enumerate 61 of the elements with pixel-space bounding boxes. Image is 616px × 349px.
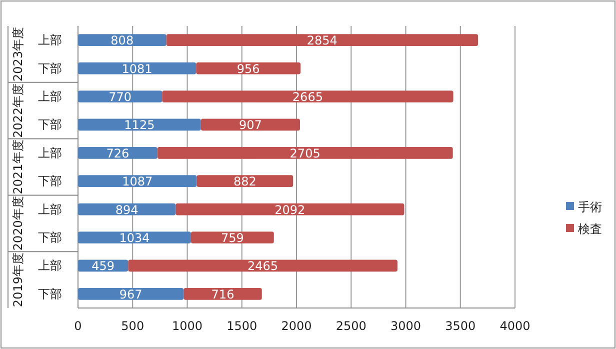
x-tick-label: 3500 [445,319,476,333]
data-label: 967 [119,287,142,302]
data-label: 956 [236,62,260,76]
data-label: 1125 [124,118,155,132]
data-label: 2705 [290,146,320,160]
x-tick-label: 2000 [281,319,312,333]
text: 2021年度 [11,140,25,194]
text: 2023年度 [11,26,25,82]
bar [128,260,398,272]
bar [196,175,294,188]
bar [78,34,166,46]
data-label: 2092 [274,202,306,217]
y-tick-label: 上部 [38,33,62,48]
data-label: 1034 [119,231,150,245]
bar [184,288,262,300]
bar [78,146,158,159]
bar [166,34,478,46]
bar [78,175,197,188]
text: 2019年度 [11,252,25,308]
data-label: 2854 [306,34,338,48]
bar [78,90,162,102]
x-tick-label: 3000 [390,319,422,333]
data-label: 1081 [122,62,152,76]
bar [162,90,454,102]
y-tick-label: 下部 [38,118,62,132]
x-tick-label: 1500 [226,319,258,333]
bar [176,203,404,216]
bar [78,232,191,244]
x-tick-label: 500 [121,319,144,333]
bar [78,288,184,300]
y-tick-label: 上部 [38,202,62,216]
x-tick-label: 1000 [172,319,203,333]
data-label: 716 [211,287,234,302]
text: 2022年度 [11,83,25,138]
data-label: 459 [92,259,115,274]
bar [190,232,274,244]
y-tick-label: 上部 [38,90,62,104]
y-tick-label: 下部 [38,230,62,244]
text: 2020年度 [11,196,25,251]
y-tick-label: 下部 [38,174,62,188]
bar [78,118,201,131]
data-label: 2665 [292,90,323,104]
y-tick-label: 上部 [38,258,62,273]
x-tick-label: 0 [74,319,82,333]
y-tick-label: 上部 [38,146,62,160]
data-label: 907 [239,118,262,132]
data-label: 882 [233,174,256,189]
data-label: 808 [110,34,134,48]
data-label: 894 [115,202,138,217]
x-tick-label: 4000 [500,319,530,333]
y-tick-label: 下部 [38,286,62,301]
data-label: 770 [108,90,132,104]
data-label: 1087 [122,174,153,189]
data-label: 759 [220,231,244,245]
data-label: 2465 [248,259,278,274]
legend-label: 検査 [578,222,602,236]
legend-label: 手術 [578,200,602,214]
y-tick-label: 下部 [38,61,62,76]
data-label: 726 [106,146,130,160]
x-tick-label: 2500 [336,319,366,333]
bar [157,146,453,159]
